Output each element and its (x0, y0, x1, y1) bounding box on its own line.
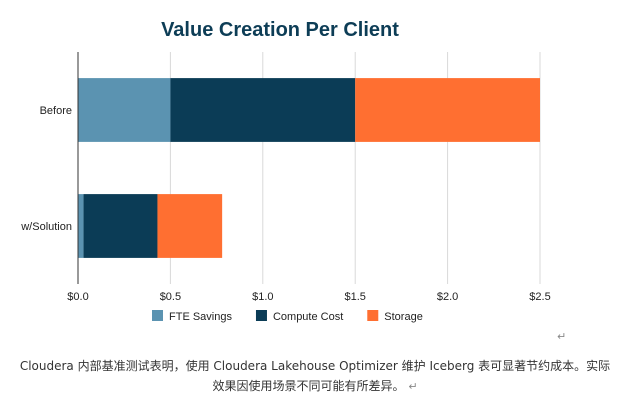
caption-line-2: 效果因使用场景不同可能有所差异。 ↵ (0, 376, 630, 397)
bar-segment (83, 194, 158, 258)
bar-segment (355, 78, 540, 142)
legend-label: FTE Savings (169, 311, 232, 323)
bar-segment (78, 194, 84, 258)
legend-swatch (255, 310, 267, 321)
chart-bars (78, 78, 540, 258)
caption-line-1: Cloudera 内部基准测试表明，使用 Cloudera Lakehouse … (19, 359, 611, 373)
x-tick-label: $0.5 (160, 291, 181, 303)
chart-legend: FTE Savings Compute Cost Storage (152, 310, 423, 323)
chart-axis: $0.0 $0.5 $1.0 $1.5 $2.0 $2.5 Before w/Solution (20, 52, 551, 303)
caption-line-2-text: 效果因使用场景不同可能有所差异。 (212, 379, 405, 393)
figure-caption: Cloudera 内部基准测试表明，使用 Cloudera Lakehouse … (0, 356, 630, 397)
x-tick-label: $1.0 (252, 291, 273, 303)
bar-segment (170, 78, 356, 142)
x-tick-label: $2.5 (529, 291, 550, 303)
legend-swatch (152, 310, 163, 321)
chart-title: Value Creation Per Client (161, 19, 399, 41)
category-label: w/Solution (20, 221, 72, 233)
legend-label: Storage (384, 311, 423, 323)
x-tick-label: $2.0 (437, 291, 458, 303)
legend-label: Compute Cost (273, 311, 343, 323)
bar-segment (157, 194, 223, 258)
return-mark: ↵ (557, 330, 567, 343)
category-label: Before (40, 105, 72, 117)
x-tick-label: $1.5 (344, 291, 365, 303)
bar-segment (78, 78, 171, 142)
stacked-bar-chart: Value Creation Per Client $0.0 $0.5 $1.0 $1… (20, 19, 551, 323)
legend-swatch (367, 310, 379, 321)
x-tick-label: $0.0 (67, 291, 88, 303)
return-mark: ↵ (408, 380, 418, 393)
